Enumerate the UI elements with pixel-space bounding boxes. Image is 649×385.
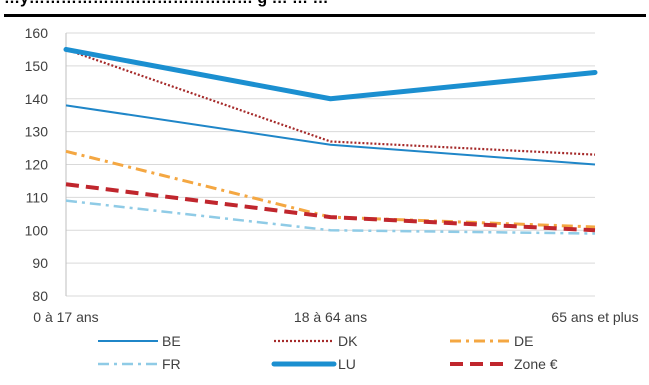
y-tick-label: 90	[32, 255, 48, 271]
legend-label: DK	[338, 333, 358, 349]
series-line	[63, 46, 598, 102]
y-tick-label: 120	[25, 157, 49, 173]
series-line	[65, 182, 596, 233]
header-rule	[4, 14, 646, 17]
series-line	[65, 199, 596, 235]
x-tick-label: 18 à 64 ans	[294, 309, 367, 325]
chart-header-text: …y…………………………………… g … … …	[4, 0, 328, 8]
x-tick-label: 65 ans et plus	[551, 309, 638, 325]
legend-label: FR	[162, 356, 181, 372]
y-tick-label: 110	[26, 189, 49, 205]
y-tick-label: 80	[32, 288, 48, 304]
y-tick-label: 140	[25, 91, 49, 107]
y-tick-label: 150	[25, 58, 49, 74]
x-tick-label: 0 à 17 ans	[33, 309, 98, 325]
series-line	[65, 104, 596, 166]
y-tick-label: 100	[25, 222, 49, 238]
y-tick-label: 130	[25, 124, 49, 140]
series-line	[65, 48, 596, 156]
legend-label: LU	[338, 356, 356, 372]
legend-label: BE	[162, 333, 181, 349]
legend-label: Zone €	[514, 356, 558, 372]
y-tick-label: 160	[25, 25, 49, 41]
legend-label: DE	[514, 333, 533, 349]
